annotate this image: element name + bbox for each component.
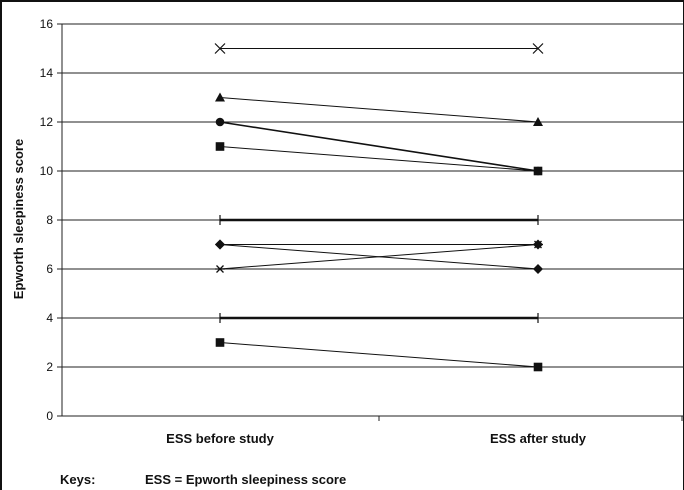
axes <box>57 23 684 421</box>
triangle-marker <box>533 117 543 126</box>
x-marker <box>214 43 226 54</box>
series-line <box>219 342 539 368</box>
y-tick-label: 14 <box>40 66 54 80</box>
series-line <box>219 121 539 172</box>
square-marker <box>533 362 543 372</box>
series-3 <box>215 117 543 176</box>
series-group <box>214 43 544 372</box>
keys-text: ESS = Epworth sleepiness score <box>145 472 346 487</box>
square-marker <box>215 338 225 347</box>
asterisk-marker <box>215 265 225 273</box>
series-line <box>219 146 539 172</box>
series-2 <box>215 92 543 126</box>
diamond-marker <box>533 264 543 274</box>
y-tick-labels: 0 2 4 6 8 10 12 14 16 <box>40 17 54 423</box>
x-category-label-after: ESS after study <box>490 431 587 446</box>
series-8 <box>215 239 543 250</box>
diamond-marker <box>533 239 543 250</box>
y-tick-label: 4 <box>46 311 53 325</box>
circle-marker <box>215 117 225 127</box>
y-tick-label: 2 <box>46 360 53 374</box>
series-7 <box>215 240 543 273</box>
keys-title: Keys: <box>60 472 95 487</box>
y-tick-label: 12 <box>40 115 54 129</box>
x-category-label-before: ESS before study <box>166 431 274 446</box>
series-line <box>219 97 539 123</box>
y-tick-label: 0 <box>46 409 53 423</box>
y-axis-label: Epworth sleepiness score <box>11 139 26 299</box>
series-9 <box>219 313 539 323</box>
series-4 <box>215 142 543 176</box>
series-10 <box>215 338 543 372</box>
y-tick-label: 10 <box>40 164 54 178</box>
x-marker <box>532 43 544 54</box>
square-marker <box>533 166 543 176</box>
series-5 <box>219 215 539 225</box>
y-tick-label: 6 <box>46 262 53 276</box>
square-marker <box>215 142 225 151</box>
diamond-marker <box>215 239 225 250</box>
series-line <box>219 244 539 270</box>
y-tick-label: 16 <box>40 17 54 31</box>
gridlines <box>62 23 684 368</box>
triangle-marker <box>215 92 225 102</box>
y-tick-label: 8 <box>46 213 53 227</box>
series-1 <box>214 43 544 54</box>
